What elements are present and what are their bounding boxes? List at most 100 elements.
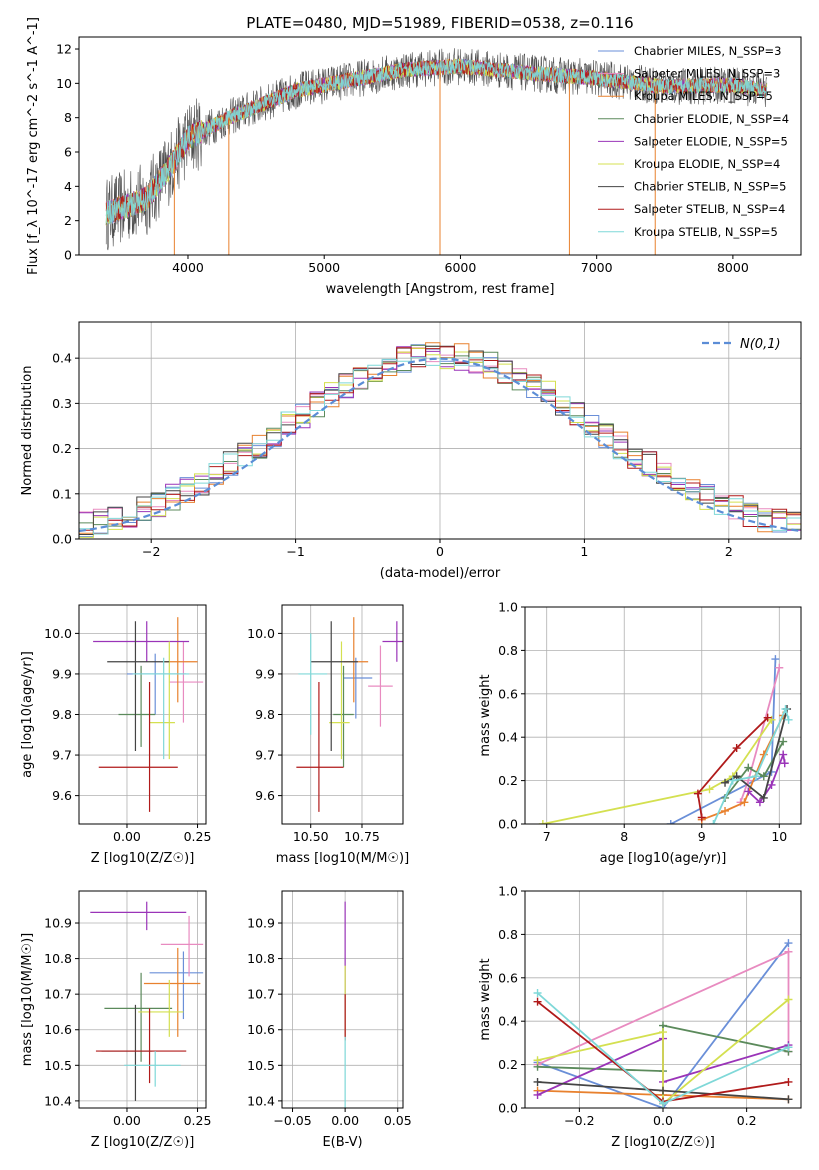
data-point xyxy=(752,772,761,781)
y-tick-label: 0.0 xyxy=(52,532,72,547)
plot-area-age_vs_Z xyxy=(93,617,204,812)
data-point xyxy=(784,939,793,948)
hist-kroupa-elodie xyxy=(79,347,801,538)
y-tick-label: 9.9 xyxy=(255,666,275,681)
data-point xyxy=(744,787,753,796)
errorbar-chabrier-elodie xyxy=(104,972,173,1062)
errorbar-salpeter-miles xyxy=(160,915,204,977)
data-point xyxy=(784,1043,793,1052)
x-tick-label: 0 xyxy=(436,544,444,559)
axes-mass_vs_ebv xyxy=(282,891,403,1108)
x-tick-label: 0.00 xyxy=(331,1113,359,1128)
x-tick-label: 8 xyxy=(620,829,628,844)
y-tick-label: 0.6 xyxy=(498,686,518,701)
data-point xyxy=(781,704,790,713)
x-tick-label: −0.05 xyxy=(273,1113,311,1128)
data-point xyxy=(705,785,714,794)
errorbar-salpeter-stelib xyxy=(95,1008,187,1084)
x-axis-label: Z [log10(Z/Z☉)] xyxy=(611,1135,715,1150)
axes-mass_vs_Z xyxy=(79,891,206,1108)
data-point xyxy=(693,789,702,798)
data-point xyxy=(538,820,547,824)
y-tick-label: 10.9 xyxy=(247,916,275,931)
x-tick-label: −2 xyxy=(142,544,160,559)
y-tick-label: 9.7 xyxy=(255,748,275,763)
x-tick-label: 9 xyxy=(698,829,706,844)
frame-mass_vs_ebv: −0.05 0.00 0.05 10.4 10.5 10.6 10.7 10.8 10.9 E(B… xyxy=(247,890,412,1150)
series-kroupa-stelib xyxy=(533,988,793,1108)
normal-legend-label: N(0,1) xyxy=(740,337,781,352)
x-tick-label: 7 xyxy=(543,829,551,844)
legend-entry: Kroupa MILES, N_SSP=5 xyxy=(634,89,773,103)
errorbar-kroupa-stelib xyxy=(298,633,328,735)
data-point xyxy=(779,737,788,746)
series-kroupa-stelib xyxy=(709,704,793,824)
data-point xyxy=(744,763,753,772)
series-kroupa-elodie xyxy=(538,715,776,824)
legend-entry: Kroupa ELODIE, N_SSP=4 xyxy=(634,157,780,171)
y-axis-label: mass weight xyxy=(478,958,493,1040)
y-tick-label: 9.7 xyxy=(52,748,72,763)
data-point xyxy=(779,750,788,759)
errorbar-kroupa-elodie xyxy=(138,979,184,1037)
y-tick-label: 9.9 xyxy=(52,666,72,681)
x-tick-label: 0.25 xyxy=(184,829,212,844)
errorbar-chabrier-stelib xyxy=(107,621,170,751)
series-line xyxy=(537,998,790,1106)
plot-area-residuals xyxy=(79,342,801,539)
legend-entry: Chabrier MILES, N_SSP=3 xyxy=(634,44,781,58)
data-point xyxy=(784,1077,793,1086)
y-tick-label: 10.5 xyxy=(247,1058,275,1073)
data-point xyxy=(771,655,780,664)
y-tick-label: 0.3 xyxy=(52,396,72,411)
y-axis-label: mass [log10(M/M☉)] xyxy=(20,933,35,1066)
y-tick-label: 10.6 xyxy=(247,1022,275,1037)
x-tick-label: 0.00 xyxy=(113,829,141,844)
x-tick-label: −1 xyxy=(286,544,304,559)
normal-curve xyxy=(79,357,801,533)
y-axis-label: Normed distribution xyxy=(20,366,35,496)
data-point xyxy=(732,772,741,781)
plot-area-spectrum xyxy=(105,48,768,255)
y-tick-label: 10.0 xyxy=(247,626,275,641)
data-point xyxy=(763,713,772,722)
data-point xyxy=(709,820,718,824)
frame-age_vs_mass: 10.50 10.75 9.6 9.7 9.8 9.9 10.0 mass [log10(M/… xyxy=(247,604,409,866)
y-tick-label: 10.0 xyxy=(44,626,72,641)
errorbar-salpeter-stelib xyxy=(296,682,344,812)
y-tick-label: 8 xyxy=(64,110,72,125)
plot-area-mass_vs_Z xyxy=(90,901,204,1101)
x-axis-label: wavelength [Angstrom, rest frame] xyxy=(326,282,555,297)
errorbar-salpeter-elodie xyxy=(382,621,403,662)
y-tick-label: 10.6 xyxy=(44,1022,72,1037)
data-point xyxy=(784,1095,793,1104)
data-point xyxy=(659,1099,667,1108)
legend-entry: Chabrier STELIB, N_SSP=5 xyxy=(634,180,786,194)
y-tick-label: 9.8 xyxy=(255,707,275,722)
spectrum-line-kroupa-stelib xyxy=(105,58,768,225)
errorbar-chabrier-stelib xyxy=(310,621,358,751)
x-axis-label: E(B-V) xyxy=(322,1135,362,1150)
legend: Chabrier MILES, N_SSP=3 Salpeter MILES, N… xyxy=(598,44,789,239)
frame-weight_vs_age: 7 8 9 10 0.0 0.2 0.4 0.6 0.8 1.0 age [log10(age/yr… xyxy=(478,600,802,866)
y-tick-label: 12 xyxy=(56,42,72,57)
y-tick-label: 0.4 xyxy=(498,1014,518,1029)
series-salpeter-stelib xyxy=(693,713,772,822)
errorbar-salpeter-miles xyxy=(169,641,204,723)
data-point xyxy=(775,663,784,672)
frame-spectrum: 4000 5000 6000 7000 8000 0 2 4 6 8 10 12 wavelength … xyxy=(26,17,802,297)
series-salpeter-elodie xyxy=(744,750,789,807)
series-line xyxy=(542,719,773,824)
axes-weight_vs_age xyxy=(525,606,801,825)
errorbar-salpeter-miles xyxy=(368,645,393,727)
y-tick-label: 1.0 xyxy=(498,884,518,899)
y-tick-label: 10.8 xyxy=(44,951,72,966)
y-tick-label: 9.6 xyxy=(52,788,72,803)
x-tick-label: 7000 xyxy=(581,260,613,275)
x-axis-label: Z [log10(Z/Z☉)] xyxy=(91,851,195,866)
series-line xyxy=(696,717,769,818)
errorbar-chabrier-miles xyxy=(343,657,373,719)
errorbar-kroupa-elodie xyxy=(329,641,350,760)
y-tick-label: 9.8 xyxy=(52,707,72,722)
